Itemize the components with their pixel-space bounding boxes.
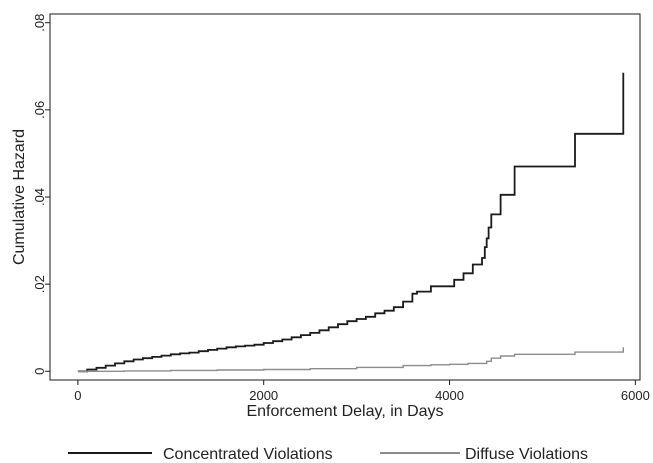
- x-tick-label: 2000: [249, 388, 278, 403]
- legend: Concentrated Violations Diffuse Violatio…: [68, 446, 588, 463]
- legend-label-concentrated: Concentrated Violations: [163, 446, 333, 463]
- x-axis: 0 2000 4000 6000: [74, 380, 650, 403]
- x-tick-label: 4000: [435, 388, 464, 403]
- y-tick-label: .04: [32, 188, 47, 206]
- series-line-concentrated: [77, 72, 625, 373]
- y-tick-label: .08: [32, 14, 47, 32]
- y-axis: 0 .02 .04 .06 .08: [32, 14, 50, 375]
- x-tick-label: 6000: [621, 388, 650, 403]
- x-axis-title: Enforcement Delay, in Days: [246, 403, 443, 420]
- legend-label-diffuse: Diffuse Violations: [465, 446, 588, 463]
- x-tick-label: 0: [74, 388, 81, 403]
- series-line-diffuse: [77, 347, 624, 372]
- y-tick-label: .06: [32, 101, 47, 119]
- y-tick-label: 0: [32, 368, 47, 375]
- plot-area-frame: [49, 13, 641, 381]
- y-axis-title: Cumulative Hazard: [11, 129, 28, 265]
- series-lines: [77, 72, 625, 373]
- y-tick-label: .02: [32, 275, 47, 293]
